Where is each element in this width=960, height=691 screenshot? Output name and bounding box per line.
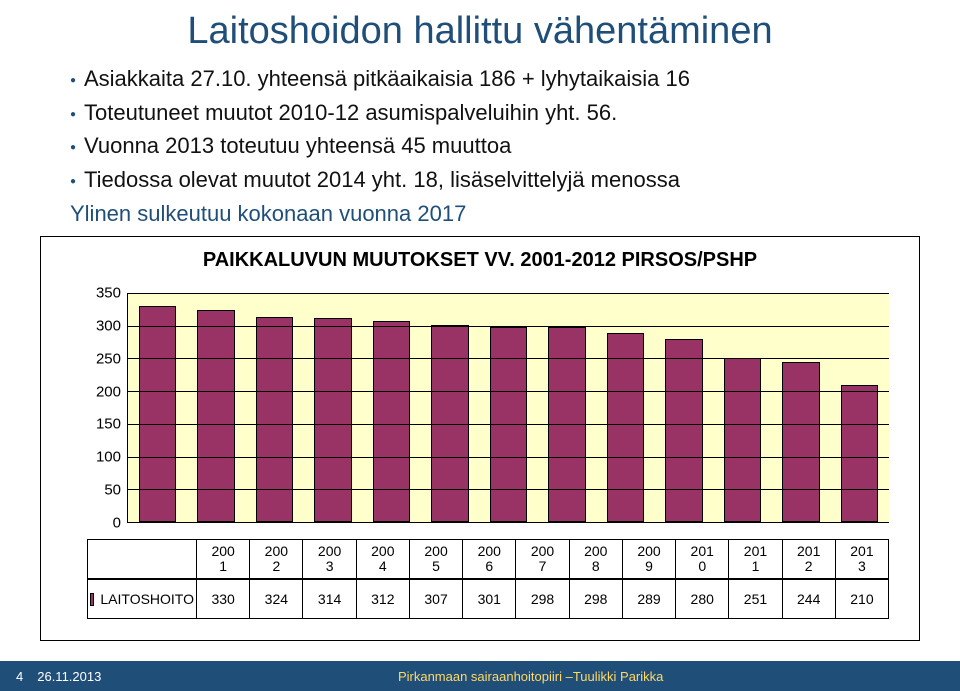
y-tick-label: 200 <box>96 383 121 400</box>
bar-cell <box>479 293 538 522</box>
page-number: 4 <box>0 669 23 684</box>
gridline <box>128 457 889 458</box>
table-header-cell: 2013 <box>836 539 889 579</box>
table-header-cell: 2010 <box>676 539 729 579</box>
table-header-cell: 2005 <box>410 539 463 579</box>
gridline <box>128 293 889 294</box>
table-value-cell: 280 <box>676 579 729 619</box>
bullet-dot-icon: ● <box>70 64 84 88</box>
y-tick-label: 0 <box>113 515 121 532</box>
bullet-text: Tiedossa olevat muutot 2014 yht. 18, lis… <box>84 165 680 195</box>
y-tick-label: 250 <box>96 350 121 367</box>
table-value-cell: 244 <box>783 579 836 619</box>
bar-group <box>128 293 889 522</box>
sub-line: Ylinen sulkeutuu kokonaan vuonna 2017 <box>70 199 900 229</box>
bullet-item: ●Vuonna 2013 toteutuu yhteensä 45 muutto… <box>70 131 900 161</box>
bar-cell <box>538 293 597 522</box>
bar <box>724 358 761 522</box>
table-value-cell: 210 <box>836 579 889 619</box>
gridline <box>128 358 889 359</box>
table-header-cell: 2002 <box>250 539 303 579</box>
y-tick-label: 350 <box>96 285 121 302</box>
y-axis-labels: 050100150200250300350 <box>91 293 125 523</box>
bar <box>607 333 644 522</box>
footer-bar: 4 26.11.2013 Pirkanmaan sairaanhoitopiir… <box>0 661 960 691</box>
bullet-item: ●Asiakkaita 27.10. yhteensä pitkäaikaisi… <box>70 64 900 94</box>
bar-cell <box>772 293 831 522</box>
table-value-cell: 301 <box>463 579 516 619</box>
table-header-cell: 2012 <box>783 539 836 579</box>
table-value-cell: 330 <box>197 579 250 619</box>
bullet-text: Toteutuneet muutot 2010-12 asumispalvelu… <box>84 98 617 128</box>
y-tick-label: 300 <box>96 317 121 334</box>
page-title: Laitoshoidon hallittu vähentäminen <box>0 10 960 53</box>
bullet-dot-icon: ● <box>70 131 84 155</box>
table-header-cell: 2003 <box>303 539 356 579</box>
bar <box>373 321 410 522</box>
plot-area <box>127 293 889 523</box>
table-header-cell: 2007 <box>516 539 569 579</box>
bullet-item: ●Toteutuneet muutot 2010-12 asumispalvel… <box>70 98 900 128</box>
bullet-item: ●Tiedossa olevat muutot 2014 yht. 18, li… <box>70 165 900 195</box>
footer-org: Pirkanmaan sairaanhoitopiiri –Tuulikki P… <box>101 669 960 684</box>
table-value-cell: 289 <box>623 579 676 619</box>
legend-cell: LAITOSHOITO <box>87 579 197 619</box>
footer-date: 26.11.2013 <box>23 669 101 684</box>
table-value-cell: 251 <box>729 579 782 619</box>
bullet-list: ●Asiakkaita 27.10. yhteensä pitkäaikaisi… <box>70 64 900 228</box>
gridline <box>128 489 889 490</box>
bar-cell <box>830 293 889 522</box>
bullet-dot-icon: ● <box>70 98 84 122</box>
table-header-cell: 2009 <box>623 539 676 579</box>
bar-cell <box>187 293 246 522</box>
bullet-dot-icon: ● <box>70 165 84 189</box>
table-header-cell: 2008 <box>570 539 623 579</box>
bar <box>841 385 878 522</box>
table-header-cell: 2011 <box>729 539 782 579</box>
table-value-cell: 314 <box>303 579 356 619</box>
bar-cell <box>596 293 655 522</box>
table-value-cell: 324 <box>250 579 303 619</box>
bar-cell <box>713 293 772 522</box>
y-tick-label: 150 <box>96 416 121 433</box>
chart-title: PAIKKALUVUN MUUTOKSET VV. 2001-2012 PIRS… <box>53 249 907 272</box>
table-value-cell: 298 <box>570 579 623 619</box>
bullet-text: Asiakkaita 27.10. yhteensä pitkäaikaisia… <box>84 64 690 94</box>
y-tick-label: 50 <box>104 482 121 499</box>
bar-cell <box>362 293 421 522</box>
data-table: 2001200220032004200520062007200820092010… <box>87 539 889 619</box>
y-tick-label: 100 <box>96 449 121 466</box>
table-header-cell: 2004 <box>357 539 410 579</box>
table-value-cell: 298 <box>516 579 569 619</box>
table-header-cell: 2006 <box>463 539 516 579</box>
bar-cell <box>655 293 714 522</box>
gridline <box>128 424 889 425</box>
bar <box>314 318 351 522</box>
bar <box>665 339 702 522</box>
bar <box>782 362 819 522</box>
chart-container: PAIKKALUVUN MUUTOKSET VV. 2001-2012 PIRS… <box>40 236 920 641</box>
table-value-cell: 312 <box>357 579 410 619</box>
table-corner <box>87 539 197 579</box>
table-header-cell: 2001 <box>197 539 250 579</box>
gridline <box>128 391 889 392</box>
legend-label: LAITOSHOITO <box>100 591 194 607</box>
bar-cell <box>304 293 363 522</box>
legend-swatch-icon <box>90 593 94 606</box>
table-value-cell: 307 <box>410 579 463 619</box>
bar <box>256 317 293 522</box>
bar-cell <box>421 293 480 522</box>
gridline <box>128 326 889 327</box>
bar-cell <box>245 293 304 522</box>
bar-cell <box>128 293 187 522</box>
bullet-text: Vuonna 2013 toteutuu yhteensä 45 muuttoa <box>84 131 511 161</box>
